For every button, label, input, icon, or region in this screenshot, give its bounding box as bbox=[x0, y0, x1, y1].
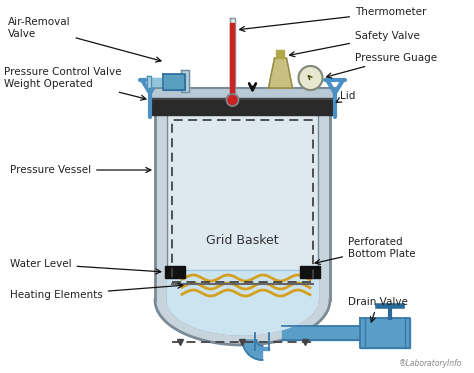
Polygon shape bbox=[230, 23, 235, 96]
Polygon shape bbox=[283, 326, 390, 340]
Text: Pressure Control Valve
Weight Operated: Pressure Control Valve Weight Operated bbox=[4, 67, 146, 100]
Polygon shape bbox=[255, 347, 270, 350]
Text: Drain Valve: Drain Valve bbox=[348, 297, 408, 322]
Polygon shape bbox=[360, 318, 410, 348]
Polygon shape bbox=[167, 270, 318, 300]
Polygon shape bbox=[167, 300, 318, 335]
Text: Pressure Vessel: Pressure Vessel bbox=[10, 165, 151, 175]
Polygon shape bbox=[163, 74, 185, 90]
Polygon shape bbox=[181, 70, 189, 92]
Polygon shape bbox=[181, 88, 189, 92]
Text: Grid Basket: Grid Basket bbox=[206, 235, 279, 248]
Polygon shape bbox=[276, 50, 284, 58]
Text: Water Level: Water Level bbox=[10, 259, 161, 274]
Polygon shape bbox=[167, 110, 318, 300]
Text: Perforated
Bottom Plate: Perforated Bottom Plate bbox=[315, 237, 416, 264]
Text: Pressure Guage: Pressure Guage bbox=[327, 53, 437, 78]
Polygon shape bbox=[155, 300, 330, 345]
Circle shape bbox=[299, 66, 322, 90]
Circle shape bbox=[227, 94, 238, 106]
Polygon shape bbox=[268, 58, 292, 88]
Polygon shape bbox=[150, 88, 335, 98]
Polygon shape bbox=[165, 266, 185, 278]
Polygon shape bbox=[230, 18, 235, 96]
Polygon shape bbox=[147, 76, 151, 88]
Polygon shape bbox=[300, 266, 320, 278]
Text: ®LaboratoryInfo: ®LaboratoryInfo bbox=[399, 359, 462, 368]
Polygon shape bbox=[308, 88, 313, 90]
Text: Safety Valve: Safety Valve bbox=[290, 31, 420, 57]
Polygon shape bbox=[167, 300, 318, 335]
Polygon shape bbox=[243, 340, 263, 360]
Text: Heating Elements: Heating Elements bbox=[10, 283, 183, 300]
Text: Air-Removal
Valve: Air-Removal Valve bbox=[8, 17, 161, 62]
Polygon shape bbox=[151, 78, 163, 86]
Polygon shape bbox=[150, 98, 335, 115]
Polygon shape bbox=[155, 110, 330, 300]
Text: Lid: Lid bbox=[336, 91, 356, 102]
Text: Thermometer: Thermometer bbox=[240, 7, 427, 31]
